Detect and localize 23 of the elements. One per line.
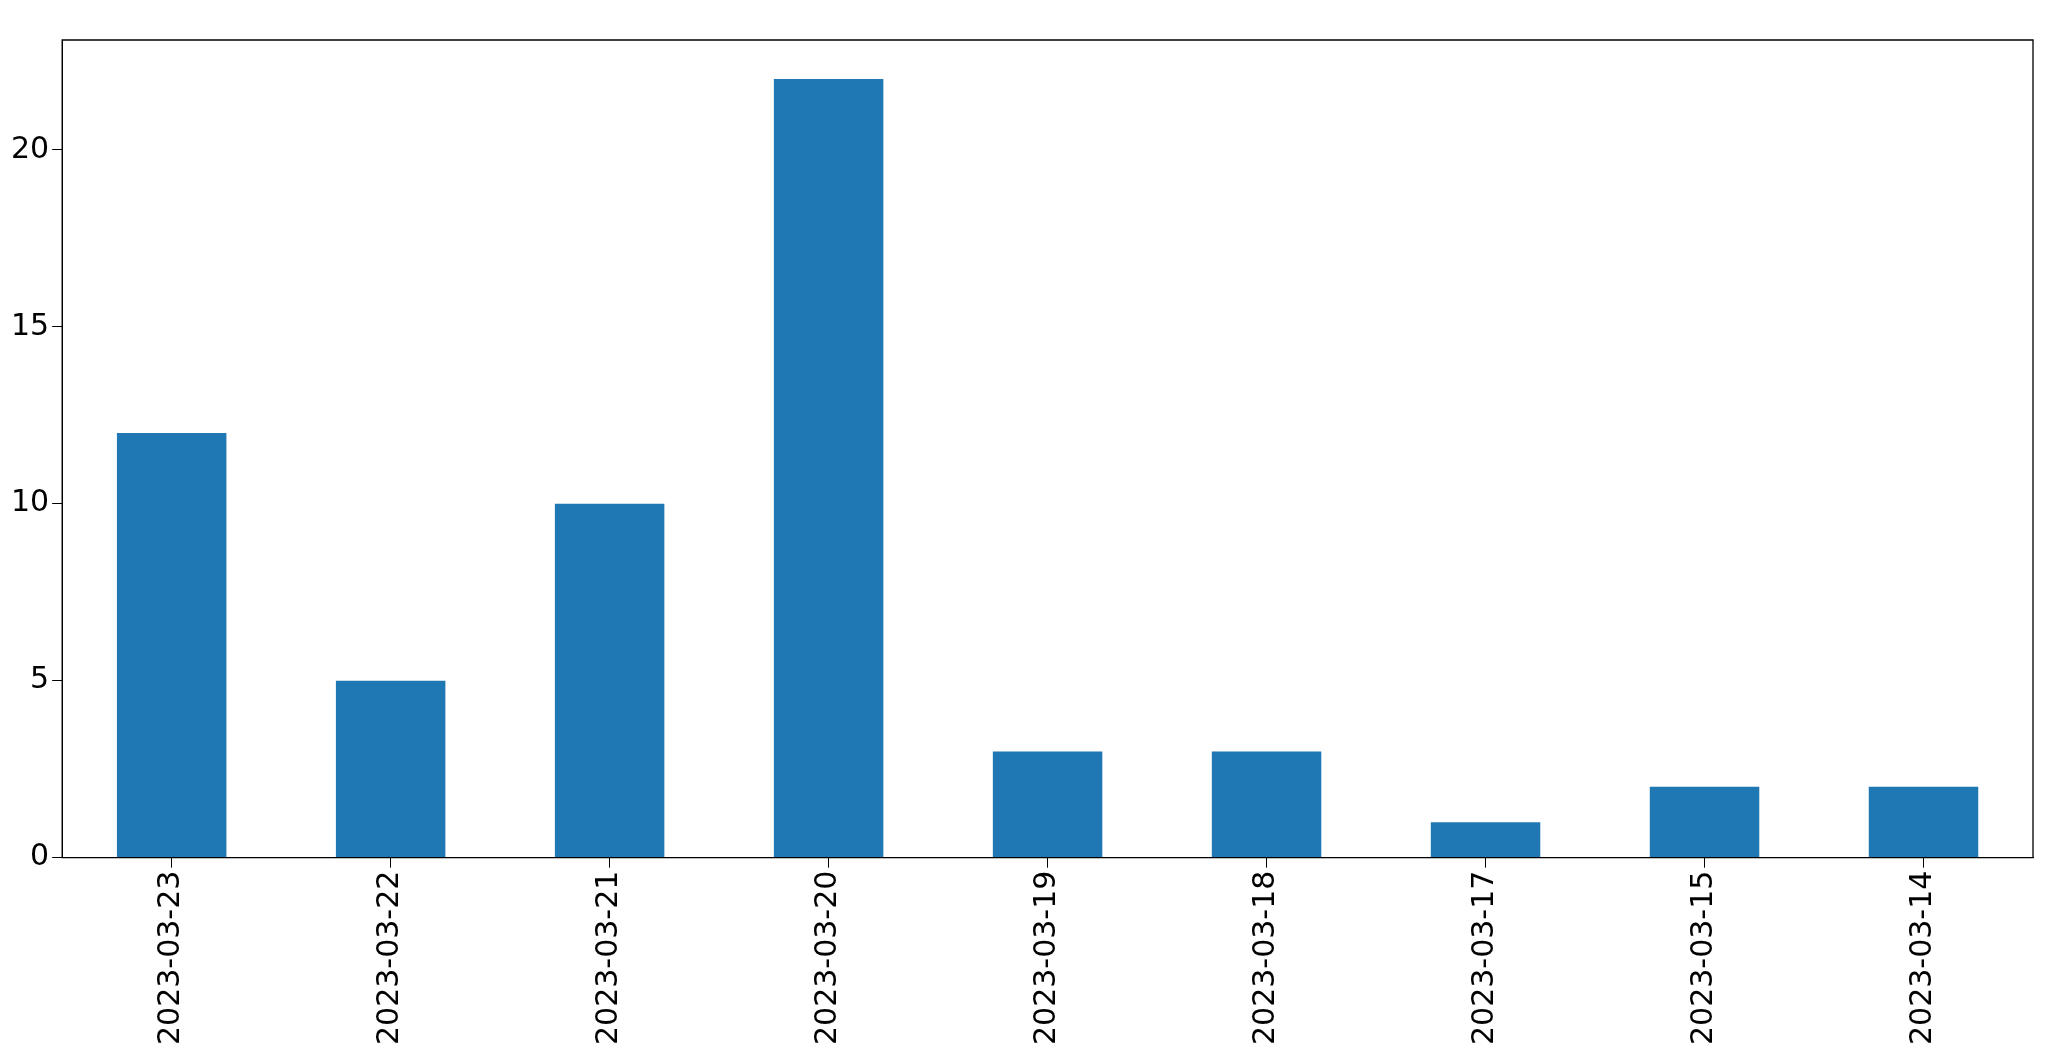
bar <box>1211 751 1322 858</box>
bar <box>992 751 1103 858</box>
x-tick-label: 2023-03-14 <box>1903 870 1939 1046</box>
y-tick-label: 5 <box>30 660 50 696</box>
bar <box>773 78 884 858</box>
bar <box>554 503 665 858</box>
y-tick-label: 10 <box>10 483 50 519</box>
bar <box>116 432 227 858</box>
y-tick-label: 0 <box>30 837 50 873</box>
x-tick-label: 2023-03-15 <box>1684 870 1720 1046</box>
x-tick-label: 2023-03-22 <box>370 870 406 1046</box>
x-tick-label: 2023-03-20 <box>808 870 844 1046</box>
x-tick-label: 2023-03-23 <box>151 870 187 1046</box>
y-tick-label: 20 <box>10 129 50 165</box>
x-tick-label: 2023-03-17 <box>1465 870 1501 1046</box>
bar <box>1649 786 1760 858</box>
x-tick-label: 2023-03-19 <box>1027 870 1063 1046</box>
bar <box>1868 786 1979 858</box>
x-tick-label: 2023-03-18 <box>1246 870 1282 1046</box>
y-tick-label: 15 <box>10 306 50 342</box>
bar <box>335 680 446 858</box>
x-tick-label: 2023-03-21 <box>589 870 625 1046</box>
bar <box>1430 822 1541 858</box>
